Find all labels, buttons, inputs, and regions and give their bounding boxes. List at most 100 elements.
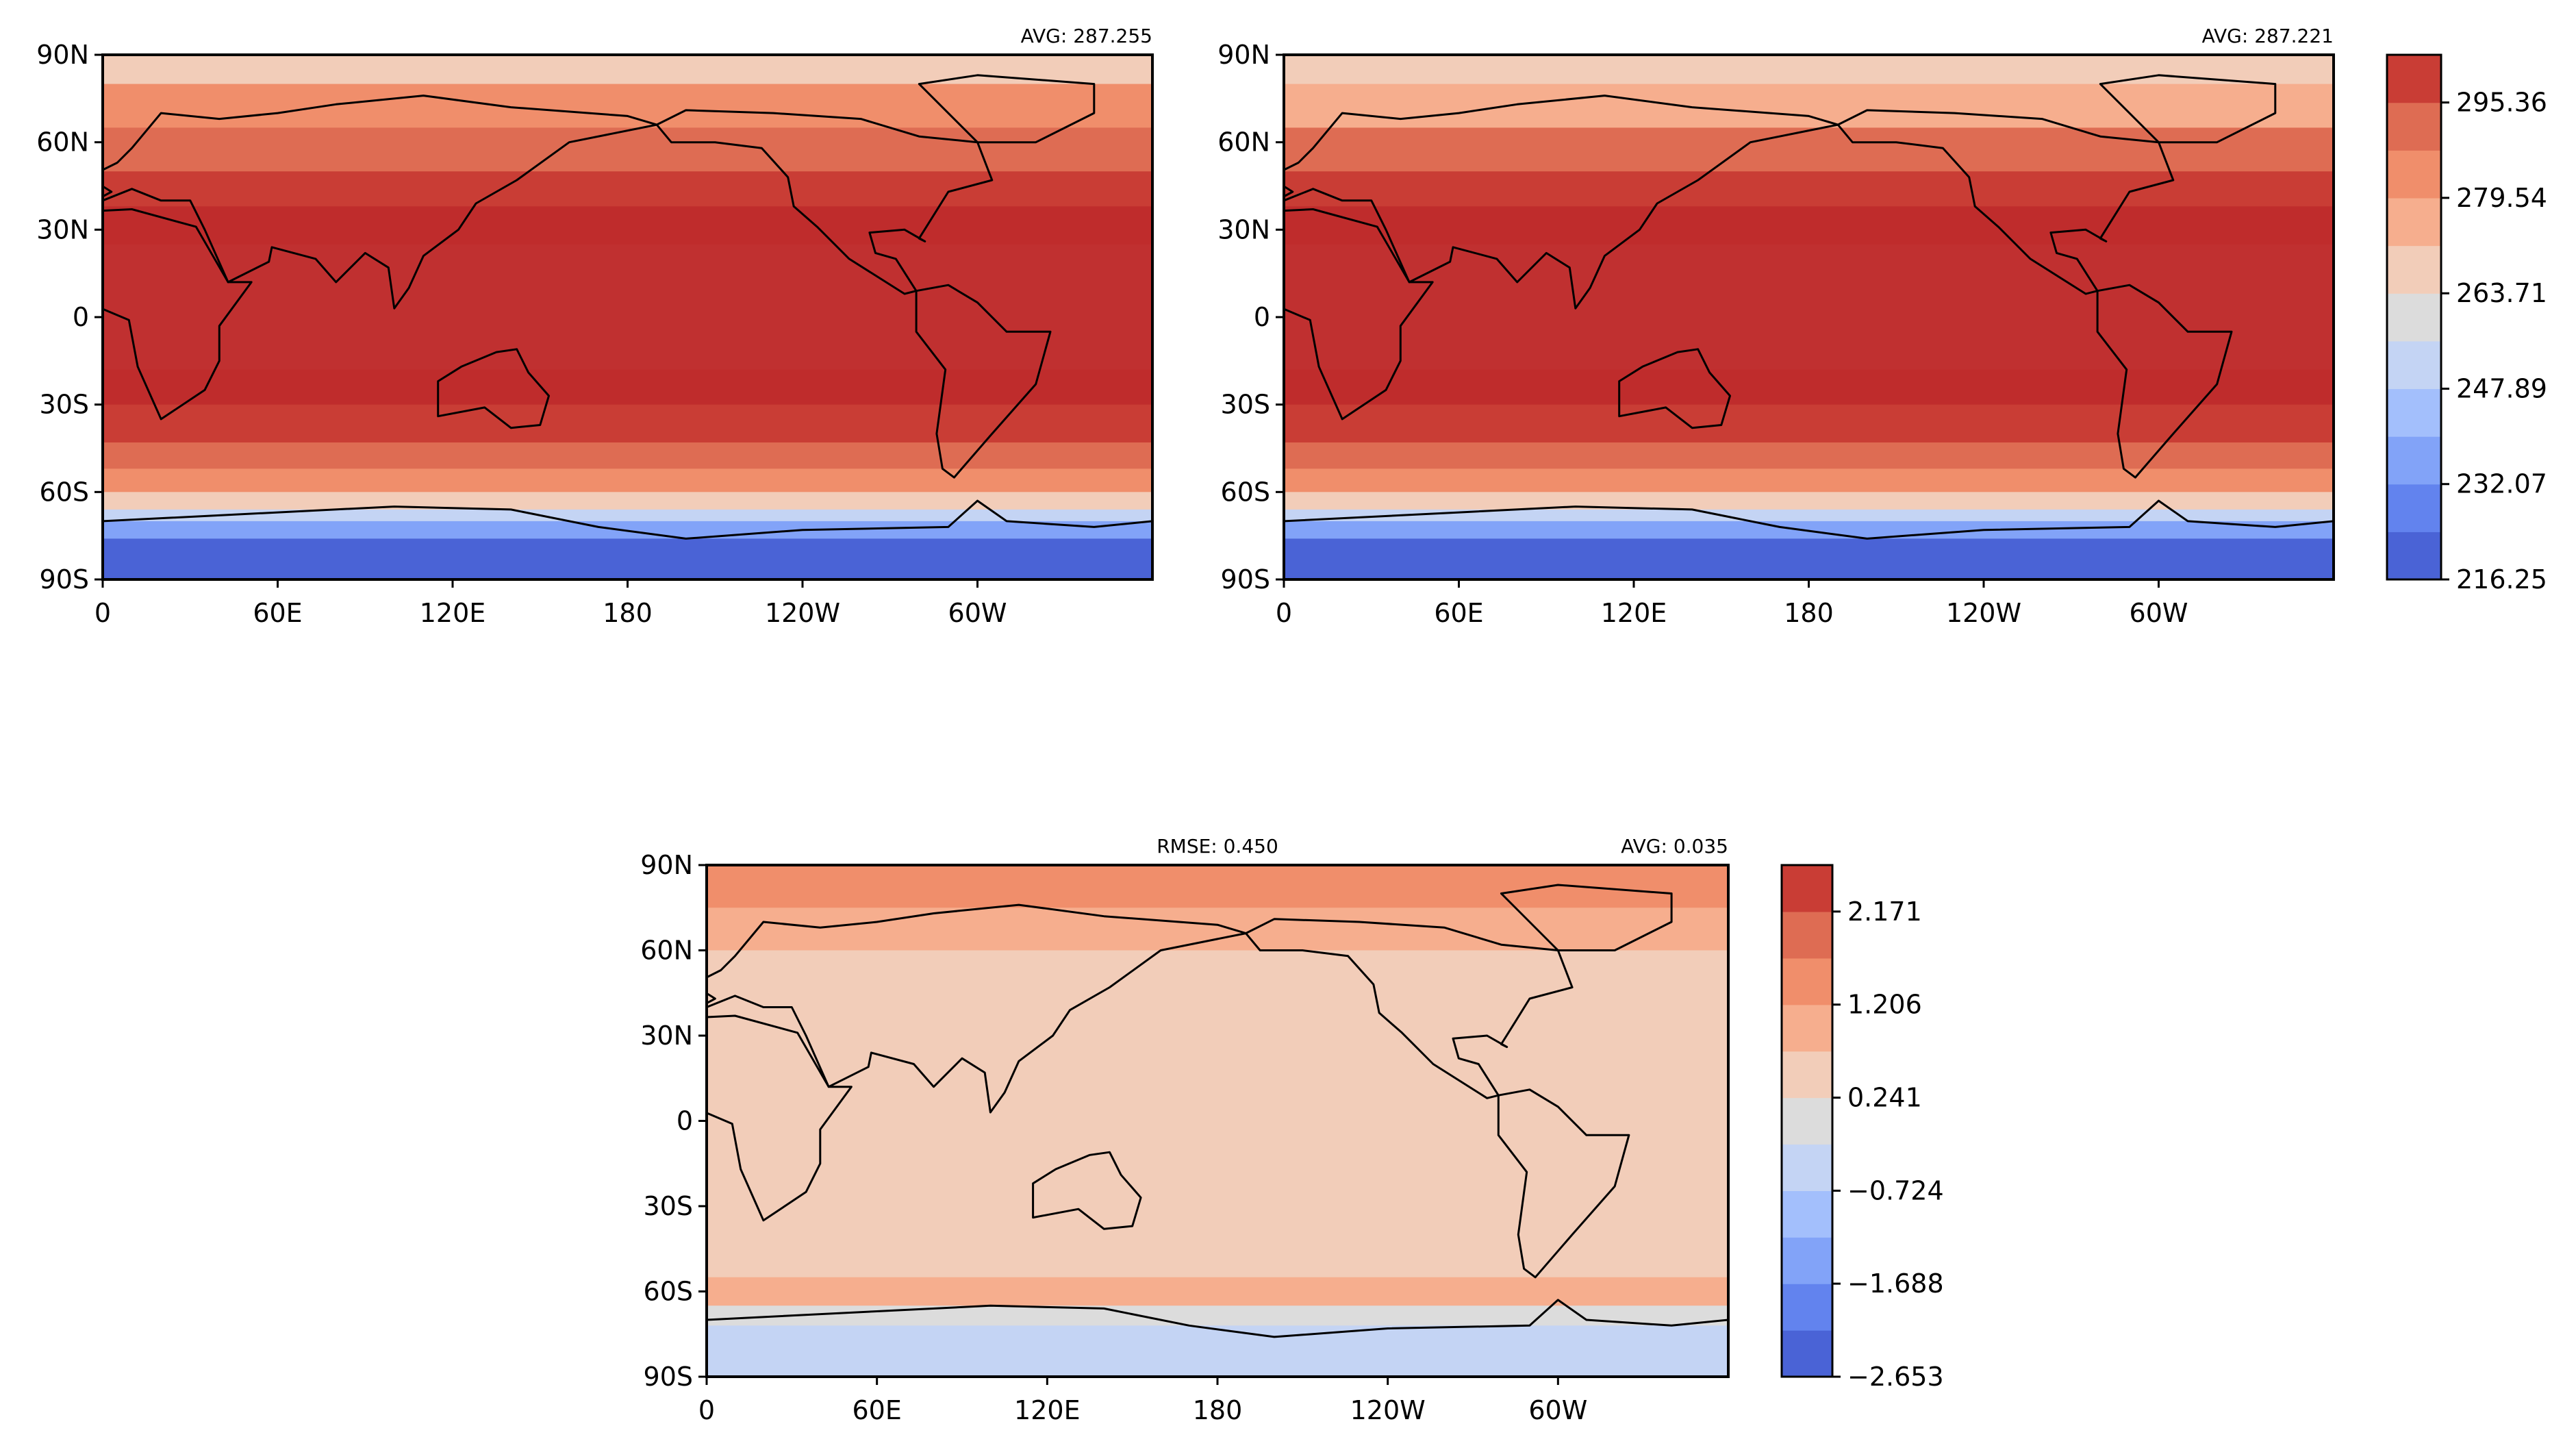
y-tick-label: 60S [1221,477,1270,507]
map-field [707,865,1728,1377]
x-tick-label: 120W [1946,598,2021,628]
contour-band [103,468,1152,492]
y-tick-label: 0 [1254,302,1270,332]
y-tick-label: 0 [73,302,89,332]
colorbar-segment [1782,1237,1832,1284]
rmse-annotation: RMSE: 0.450 [1157,835,1278,858]
contour-band [1284,127,2334,172]
contour-band [707,1305,1728,1326]
colorbar-segment [1782,1190,1832,1238]
colorbar-segment [2387,245,2441,294]
colorbar-segment [1782,1144,1832,1191]
colorbar-segment [2387,484,2441,532]
map-field [103,55,1152,579]
coastline [103,95,658,310]
x-tick-label: 120W [765,598,840,628]
coastline [2096,284,2233,479]
x-tick-label: 60E [1434,598,1483,628]
colorbar-segment [2387,55,2441,103]
coastline [1244,918,1574,1099]
contour-band [103,369,1152,405]
contour-band [1284,442,2334,469]
y-tick-label: 90S [644,1362,693,1392]
colorbar-segment [1782,1004,1832,1052]
colorbar-frame [1780,864,1834,1378]
contour-band [707,865,1728,908]
contour-band [103,127,1152,172]
coastline [1284,208,1434,421]
colorbar-segment [1782,1284,1832,1331]
colorbar-tick-label: 295.36 [2456,88,2547,118]
coastline [1836,109,2175,295]
map-field [1284,55,2334,579]
coastline [655,109,994,295]
coastline [2099,74,2277,144]
colorbar-tick-label: 263.71 [2456,278,2547,308]
coastline [1497,1088,1630,1279]
colorbar-segment [1782,1051,1832,1099]
y-tick-label: 60N [1217,127,1270,158]
colorbar-segment [2387,102,2441,151]
coastline [103,208,253,421]
coastline [1500,884,1673,951]
colorbar-segment [2387,388,2441,437]
contour-band [1284,509,2334,522]
contour-band [103,538,1152,579]
avg-annotation: AVG: 0.035 [1621,835,1728,858]
contour-band [103,404,1152,443]
x-tick-label: 120E [1014,1395,1081,1425]
colorbar-frame [2386,53,2442,581]
contour-band [1284,244,2334,371]
coastline [707,903,1247,1114]
y-tick-label: 0 [677,1106,693,1136]
contour-band [1284,492,2334,510]
colorbar-segment [2387,293,2441,342]
contour-band [707,908,1728,951]
contour-band [103,84,1152,128]
colorbar-segment [2387,436,2441,485]
colorbar-segment [2387,532,2441,580]
x-tick-label: 60W [2130,598,2188,628]
colorbar-2: 2.171 1.206 0.241 −0.724 −1.688 −2.653 [1780,864,1944,1392]
x-tick-label: 60W [948,598,1007,628]
coastline [1284,95,1839,310]
x-tick-label: 180 [1193,1395,1243,1425]
y-tick-label: 60S [644,1277,693,1307]
contour-band [707,1325,1728,1377]
map-panel-1: 0 60E 120E 180 120W 60W 90N 60N 30N 0 30S 60S 90S AVG… [36,25,1154,628]
y-tick-label: 90N [1217,40,1270,70]
x-tick-label: 0 [1276,598,1292,628]
colorbar-tick-label: 247.89 [2456,373,2547,403]
avg-annotation: AVG: 287.221 [2202,25,2334,47]
y-tick-label: 90S [1221,564,1270,595]
colorbar-tick-label: 2.171 [1847,897,1922,927]
contour-band [103,492,1152,510]
y-tick-label: 30S [644,1191,693,1221]
contour-band [1284,84,2334,128]
coastline [437,348,550,429]
contour-band [103,509,1152,522]
y-tick-label: 30N [640,1021,693,1051]
contour-band [1284,369,2334,405]
contour-band [103,55,1152,85]
contour-band [707,950,1728,1278]
contour-band [1284,468,2334,492]
colorbar-segment [1782,958,1832,1005]
y-tick-label: 60N [640,936,693,966]
colorbar-segment [1782,911,1832,959]
colorbar-tick-label: 279.54 [2456,183,2547,213]
coastline [915,284,1052,479]
contour-band [1284,206,2334,245]
coastline [103,499,1152,579]
x-tick-label: 0 [94,598,111,628]
contour-band [103,206,1152,245]
y-tick-label: 60N [36,127,89,158]
colorbar-segment [2387,150,2441,199]
y-tick-label: 30S [1221,390,1270,420]
coastline [1284,499,2334,579]
x-tick-label: 120W [1350,1395,1426,1425]
colorbar-tick-label: 216.25 [2456,564,2547,595]
contour-band [707,1277,1728,1306]
colorbar-segment [2387,197,2441,247]
